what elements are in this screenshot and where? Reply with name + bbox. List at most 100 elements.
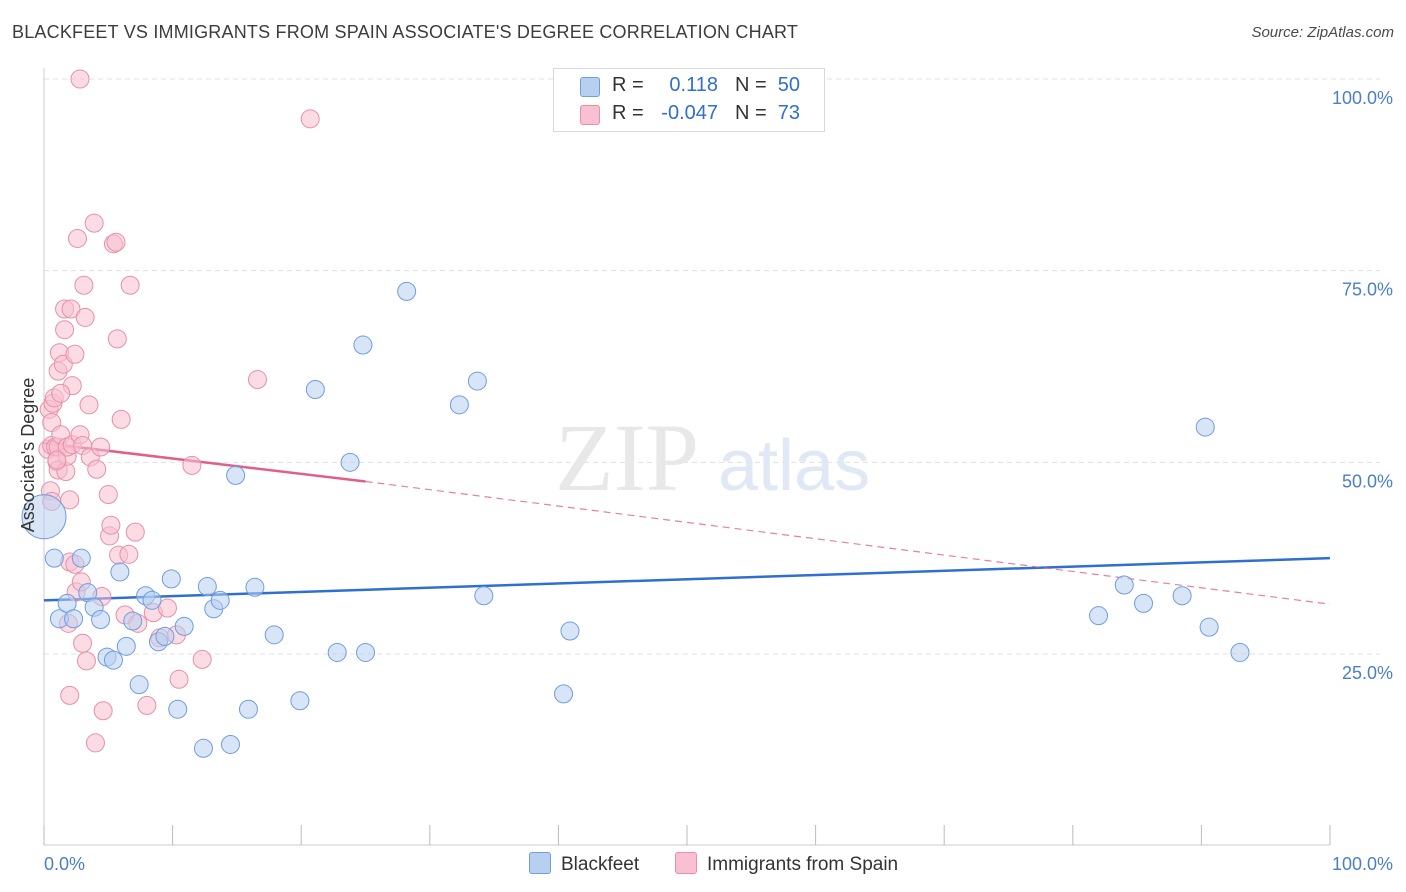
y-axis-label: Associate's Degree — [18, 378, 38, 533]
point-immigrants-from-spain — [65, 344, 85, 364]
point-immigrants-from-spain — [119, 544, 139, 564]
point-immigrants-from-spain — [107, 329, 127, 349]
point-blackfeet — [245, 577, 265, 597]
point-blackfeet — [1114, 575, 1134, 595]
point-immigrants-from-spain — [79, 395, 99, 415]
watermark: ZIP atlas — [555, 404, 870, 511]
bottom-legend-blackfeet: Blackfeet — [529, 852, 639, 876]
legend-n-value: 50 — [777, 74, 800, 96]
point-blackfeet — [238, 699, 258, 719]
series-blackfeet — [21, 281, 1250, 758]
legend-row-immigrants-from-spain: R = -0.047 N = 73 — [554, 100, 824, 128]
point-immigrants-from-spain — [51, 383, 71, 403]
point-immigrants-from-spain — [87, 459, 107, 479]
legend-row-blackfeet: R = 0.118 N = 50 — [554, 72, 824, 100]
point-blackfeet — [110, 562, 130, 582]
legend-swatch-blue — [580, 77, 600, 97]
point-blackfeet — [305, 380, 325, 399]
point-immigrants-from-spain — [47, 450, 67, 470]
legend-r-value: -0.047 — [661, 102, 718, 124]
point-immigrants-from-spain — [125, 522, 145, 542]
legend-r-value: 0.118 — [669, 74, 718, 96]
chart-source: Source: ZipAtlas.com — [1251, 24, 1394, 41]
point-blackfeet — [264, 625, 284, 645]
gridlines — [44, 78, 1380, 655]
point-blackfeet — [1089, 606, 1109, 626]
point-blackfeet — [44, 548, 64, 568]
point-blackfeet — [64, 609, 84, 629]
point-blackfeet — [327, 642, 347, 662]
legend-swatch-pink — [580, 105, 600, 125]
point-blackfeet — [220, 734, 240, 754]
point-blackfeet — [129, 675, 149, 695]
point-blackfeet — [1230, 642, 1250, 662]
point-immigrants-from-spain — [55, 320, 75, 340]
y-tick-label: 50.0% — [1342, 471, 1393, 491]
point-blackfeet — [356, 642, 375, 662]
point-blackfeet — [116, 636, 136, 656]
point-immigrants-from-spain — [120, 275, 140, 295]
point-blackfeet — [1172, 586, 1192, 606]
point-immigrants-from-spain — [101, 515, 121, 535]
point-blackfeet — [91, 610, 111, 629]
chart-title: BLACKFEET VS IMMIGRANTS FROM SPAIN ASSOC… — [12, 22, 799, 42]
point-blackfeet — [155, 626, 175, 646]
x-tick-label: 0.0% — [44, 854, 85, 874]
point-immigrants-from-spain — [192, 649, 212, 669]
point-immigrants-from-spain — [67, 228, 87, 248]
point-immigrants-from-spain — [84, 213, 104, 233]
point-immigrants-from-spain — [137, 695, 157, 715]
point-immigrants-from-spain — [61, 299, 81, 319]
point-blackfeet — [1134, 593, 1154, 613]
point-blackfeet — [226, 465, 246, 485]
point-blackfeet — [1199, 617, 1219, 637]
point-blackfeet — [142, 590, 162, 610]
legend-n-label: N = — [735, 74, 767, 96]
point-immigrants-from-spain — [247, 370, 267, 390]
point-immigrants-from-spain — [73, 633, 93, 653]
bottom-legend-label: Immigrants from Spain — [707, 854, 899, 875]
point-blackfeet — [560, 621, 580, 641]
watermark-atlas: atlas — [718, 426, 870, 506]
legend-r-label: R = — [612, 74, 644, 96]
point-blackfeet — [397, 281, 417, 301]
point-immigrants-from-spain — [300, 109, 320, 129]
point-immigrants-from-spain — [91, 437, 111, 457]
point-immigrants-from-spain — [75, 307, 95, 327]
point-blackfeet — [71, 548, 91, 568]
point-immigrants-from-spain — [111, 409, 131, 429]
bottom-legend-label: Blackfeet — [561, 854, 640, 875]
point-immigrants-from-spain — [93, 701, 113, 721]
y-tick-label: 25.0% — [1342, 663, 1393, 683]
trend-line-immigrants-dashed — [365, 480, 1331, 605]
point-immigrants-from-spain — [157, 598, 177, 618]
point-immigrants-from-spain — [70, 69, 90, 89]
point-immigrants-from-spain — [60, 685, 80, 705]
point-blackfeet — [210, 590, 230, 610]
legend-r-label: R = — [612, 102, 644, 124]
legend-n-value: 73 — [777, 102, 800, 124]
point-blackfeet — [467, 371, 487, 391]
bottom-legend-swatch-pink — [675, 852, 697, 874]
x-tick-label: 100.0% — [1332, 854, 1393, 874]
watermark-zip: ZIP — [555, 404, 699, 511]
y-tick-label: 100.0% — [1332, 88, 1393, 108]
point-blackfeet — [290, 691, 310, 711]
point-blackfeet — [21, 494, 67, 540]
point-blackfeet — [123, 611, 143, 631]
point-blackfeet — [474, 586, 494, 606]
point-blackfeet — [193, 738, 213, 758]
bottom-legend-immigrants-from-spain: Immigrants from Spain — [675, 852, 898, 876]
point-blackfeet — [197, 577, 217, 597]
point-blackfeet — [168, 699, 188, 719]
point-blackfeet — [449, 395, 469, 415]
point-immigrants-from-spain — [98, 485, 118, 505]
point-immigrants-from-spain — [106, 232, 126, 252]
point-blackfeet — [1195, 417, 1215, 437]
point-blackfeet — [554, 684, 574, 704]
point-immigrants-from-spain — [182, 455, 202, 475]
point-blackfeet — [340, 452, 360, 472]
point-blackfeet — [353, 335, 373, 355]
legend-n-label: N = — [735, 102, 767, 124]
